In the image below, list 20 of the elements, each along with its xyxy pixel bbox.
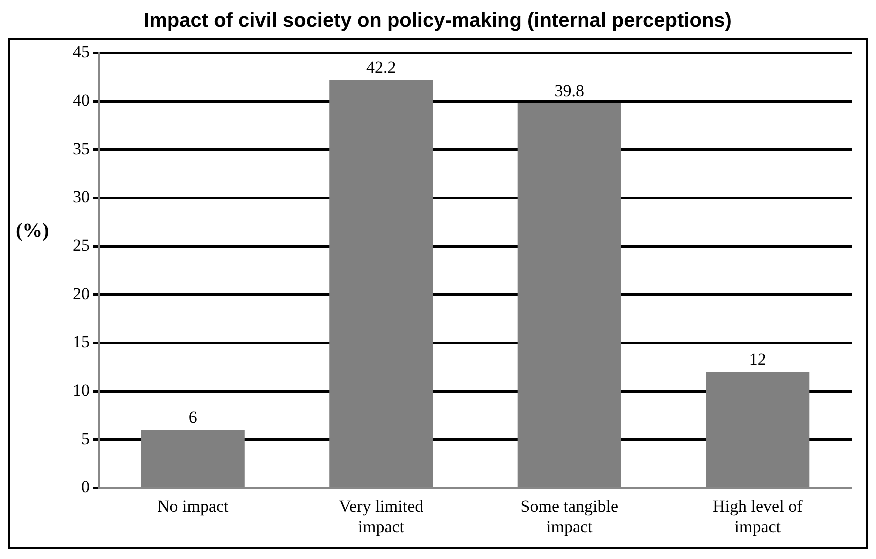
- y-tick-label: 15: [73, 332, 90, 352]
- y-axis-title: (%): [16, 220, 50, 243]
- x-tick-label: Some tangible impact: [520, 496, 618, 536]
- y-tick-label: 30: [73, 188, 90, 207]
- y-tick-label: 0: [82, 478, 90, 497]
- y-tick-label: 25: [73, 236, 90, 255]
- x-tick-label: No impact: [157, 496, 230, 516]
- y-tick-label: 45: [73, 42, 90, 62]
- data-label: 6: [188, 408, 198, 428]
- data-label: 12: [749, 350, 766, 370]
- x-tick-label: High level of impact: [713, 496, 804, 536]
- data-label: 39.8: [554, 81, 584, 100]
- y-tick-label: 20: [73, 284, 90, 304]
- y-tick-label: 10: [73, 381, 90, 400]
- y-tick-label: 35: [73, 139, 90, 158]
- y-tick-label: 40: [73, 91, 90, 110]
- data-label: 42.2: [366, 58, 396, 78]
- x-tick-label: Very limited impact: [339, 496, 424, 536]
- y-tick-label: 5: [82, 429, 90, 448]
- chart-title: Impact of civil society on policy-making (internal perceptions): [143, 9, 733, 34]
